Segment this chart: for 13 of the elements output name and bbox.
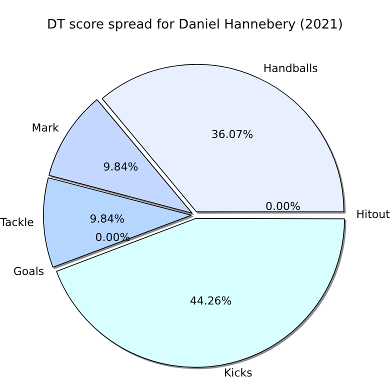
text: 0.00% <box>95 230 130 244</box>
slice-label: Handballs <box>263 62 318 75</box>
category-label: Goals <box>13 264 44 278</box>
chart-title: DT score spread for Daniel Hannebery (2021) <box>46 17 344 32</box>
slice-label: Mark <box>32 121 60 134</box>
data-label: 9.84% <box>103 160 138 174</box>
data-label: 9.84% <box>90 212 125 226</box>
text: 0.00% <box>265 200 300 213</box>
data-label: 36.07% <box>211 128 254 142</box>
slice-label: Kicks <box>224 366 253 380</box>
data-label: 44.26% <box>190 294 232 308</box>
category-label: Hitout <box>356 208 390 221</box>
slice-label: Tackle <box>0 216 34 230</box>
